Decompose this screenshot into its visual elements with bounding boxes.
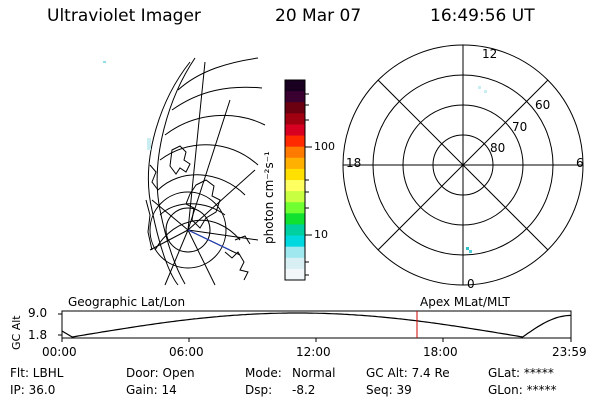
mlt-label-12: 12 [482, 47, 498, 61]
seq-info: Seq: 39 [366, 383, 412, 397]
filter-info: Flt: LBHL [10, 366, 64, 380]
lat-label-80: 80 [490, 141, 506, 155]
glon-info: GLon: ***** [488, 383, 557, 397]
map-emission [147, 138, 151, 150]
color-bar-segment [285, 91, 305, 103]
dsp-value: -8.2 [292, 383, 316, 397]
polar-plot [342, 44, 584, 286]
polar-emission [466, 86, 487, 253]
speck [103, 61, 106, 63]
color-bar-segment [285, 268, 305, 281]
altitude-timeline [58, 310, 572, 342]
geographic-label: Geographic Lat/Lon [68, 295, 186, 309]
door-info: Door: Open [126, 366, 195, 380]
mode-label: Mode: [245, 366, 282, 380]
mlt-label-6: 6 [576, 156, 584, 170]
mlt-label-0: 0 [467, 277, 475, 291]
geographic-map [145, 57, 266, 286]
limb-outline [148, 61, 191, 286]
color-bar-ticks [305, 93, 312, 276]
mode-value: Normal [292, 366, 336, 380]
color-bar-segment [285, 124, 305, 137]
glat-info: GLat: ***** [488, 366, 554, 380]
x-tick-1800: 18:00 [423, 345, 458, 359]
x-tick-1200: 12:00 [296, 345, 331, 359]
color-bar-segment [285, 157, 305, 170]
color-bar-segment [285, 213, 305, 225]
color-bar-tick-10: 10 [314, 228, 328, 241]
color-bar-segment [285, 102, 305, 114]
color-bar-segment [285, 135, 305, 148]
instrument-title: Ultraviolet Imager [47, 6, 201, 26]
color-bar-segment [285, 113, 305, 125]
color-bar-segment [285, 80, 305, 92]
timeline-frame [61, 310, 572, 339]
gc-alt-info: GC Alt: 7.4 Re [366, 366, 450, 380]
x-tick-0000: 00:00 [42, 345, 77, 359]
date-label: 20 Mar 07 [275, 6, 362, 26]
color-bar-segment [285, 235, 305, 248]
mlt-label-18: 18 [346, 156, 362, 170]
color-bar-segment [285, 191, 305, 203]
y-tick-1-8: 1.8 [28, 328, 48, 342]
gain-info: Gain: 14 [126, 383, 177, 397]
lat-label-60: 60 [535, 98, 551, 112]
color-bar-tick-100: 100 [314, 140, 335, 153]
color-bar-segment [285, 180, 305, 192]
gc-alt-axis-label: GC Alt [10, 315, 23, 350]
color-bar-segment [285, 257, 305, 270]
lat-label-70: 70 [512, 120, 528, 134]
color-bar-segment [285, 202, 305, 214]
apex-label: Apex MLat/MLT [420, 295, 510, 309]
color-bar-segment [285, 224, 305, 237]
ip-info: IP: 36.0 [10, 383, 56, 397]
x-tick-0600: 06:00 [169, 345, 204, 359]
color-bar-segment [285, 246, 305, 259]
x-tick-2359: 23:59 [552, 345, 587, 359]
color-bar-segment [285, 168, 305, 181]
dsp-label: Dsp: [245, 383, 273, 397]
color-bar-segment [285, 146, 305, 159]
y-tick-9: 9.0 [28, 306, 48, 320]
color-bar-unit: photon cm⁻²s⁻¹ [262, 151, 276, 244]
color-bar [285, 80, 305, 281]
altitude-curve [61, 312, 572, 338]
time-label: 16:49:56 UT [430, 6, 535, 26]
